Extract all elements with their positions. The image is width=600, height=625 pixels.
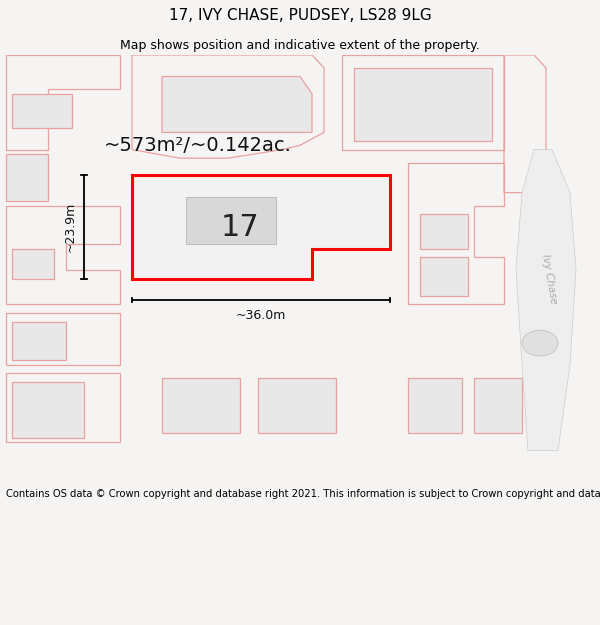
Polygon shape [132, 176, 390, 279]
Polygon shape [354, 68, 492, 141]
Polygon shape [408, 378, 462, 433]
Polygon shape [186, 197, 276, 244]
Polygon shape [258, 378, 336, 433]
Text: Contains OS data © Crown copyright and database right 2021. This information is : Contains OS data © Crown copyright and d… [6, 489, 600, 499]
Circle shape [522, 330, 558, 356]
Text: Map shows position and indicative extent of the property.: Map shows position and indicative extent… [120, 39, 480, 51]
Polygon shape [162, 76, 312, 132]
Polygon shape [420, 214, 468, 249]
Text: Ivy Chase: Ivy Chase [539, 253, 559, 304]
Polygon shape [12, 382, 84, 438]
Text: 17: 17 [221, 213, 259, 241]
Polygon shape [12, 322, 66, 360]
Polygon shape [12, 249, 54, 279]
Text: ~23.9m: ~23.9m [64, 202, 77, 252]
Polygon shape [6, 154, 48, 201]
Text: ~36.0m: ~36.0m [236, 309, 286, 322]
Polygon shape [516, 149, 576, 451]
Polygon shape [420, 257, 468, 296]
Polygon shape [12, 94, 72, 128]
Polygon shape [162, 378, 240, 433]
Polygon shape [474, 378, 522, 433]
Text: 17, IVY CHASE, PUDSEY, LS28 9LG: 17, IVY CHASE, PUDSEY, LS28 9LG [169, 8, 431, 23]
Text: ~573m²/~0.142ac.: ~573m²/~0.142ac. [104, 136, 292, 155]
